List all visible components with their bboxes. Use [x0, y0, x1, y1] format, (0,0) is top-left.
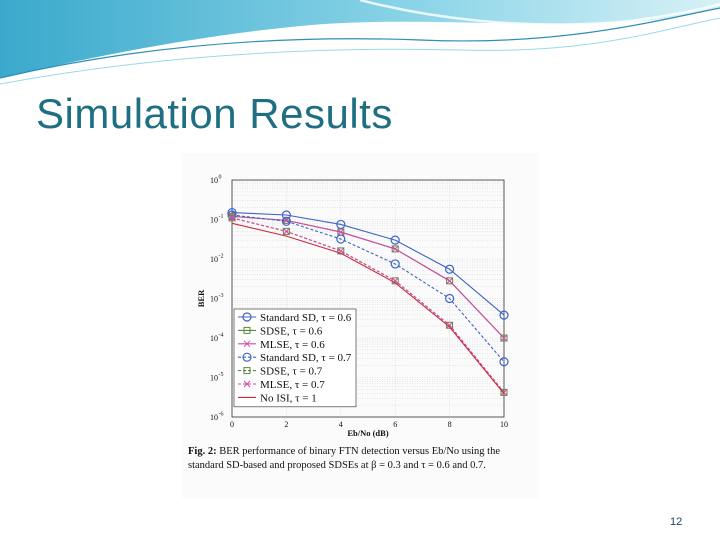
data-point [446, 277, 454, 285]
data-point [390, 259, 400, 269]
series-6 [231, 222, 505, 394]
data-point [281, 210, 292, 220]
data-point [390, 235, 400, 245]
data-point [391, 245, 399, 253]
y-tick-exponent: -3 [219, 293, 224, 299]
y-tick-label: 10 [210, 374, 218, 383]
legend-entry: MLSE, τ = 0.6 [238, 339, 325, 351]
data-point [445, 293, 455, 304]
data-point [499, 357, 509, 367]
data-point [391, 277, 399, 285]
legend-entry: MLSE, τ = 0.7 [238, 379, 325, 391]
legend-label: MLSE, τ = 0.6 [260, 339, 325, 351]
legend-entry: No ISI, τ = 1 [238, 392, 317, 404]
y-tick-exponent: -5 [219, 372, 224, 378]
caption-body: BER performance of binary FTN detection … [188, 446, 501, 471]
legend-marker [243, 367, 251, 375]
header-swoosh-decoration [0, 0, 720, 85]
legend-entry: Standard SD, τ = 0.6 [238, 312, 352, 324]
page-number: 12 [670, 516, 683, 528]
caption-lead: Fig. 2: [188, 446, 217, 457]
data-point [228, 214, 236, 222]
data-point [446, 321, 453, 329]
y-tick-label: 10 [210, 216, 218, 225]
y-tick-label: 10 [210, 255, 218, 264]
data-point [283, 228, 290, 235]
y-tick-exponent: -2 [219, 254, 224, 260]
data-point [446, 277, 453, 285]
x-tick-label: 4 [339, 420, 343, 429]
legend-marker [243, 326, 251, 334]
data-point [227, 210, 237, 220]
x-tick-label: 10 [500, 420, 508, 429]
legend-marker [242, 312, 252, 322]
data-point [500, 334, 508, 342]
legend-label: No ISI, τ = 1 [260, 392, 317, 404]
data-point [337, 228, 345, 236]
figure-caption: Fig. 2: BER performance of binary FTN de… [188, 445, 533, 473]
data-point [391, 245, 399, 253]
data-point [337, 247, 345, 255]
series-3 [227, 210, 509, 367]
y-tick-label: 10 [210, 334, 218, 343]
data-point [499, 310, 509, 320]
y-tick-exponent: -1 [219, 214, 224, 220]
data-point [446, 321, 454, 329]
legend-entry: SDSE, τ = 0.6 [238, 325, 323, 337]
y-tick-exponent: -6 [219, 412, 224, 418]
data-point [282, 227, 290, 235]
x-tick-label: 6 [393, 420, 397, 429]
legend-marker [242, 352, 252, 362]
data-point [500, 388, 508, 396]
data-point [500, 334, 508, 342]
series-0 [227, 207, 509, 320]
figure-panel: 0 2 4 6 8 10 10 0 10 -1 10 -2 10 -3 10 -4 10 -5 10 -6 Eb/N… [182, 153, 539, 498]
series-line [231, 222, 505, 394]
legend-box [233, 308, 357, 408]
data-point [445, 264, 455, 274]
x-tick-label: 2 [284, 420, 288, 429]
series-5 [228, 214, 508, 396]
data-point [336, 219, 346, 230]
series-line [231, 211, 505, 316]
x-tick-labels: 0 2 4 6 8 10 [230, 420, 508, 429]
series-line [231, 214, 505, 363]
y-axis-label: BER [196, 289, 206, 307]
y-tick-label: 10 [210, 176, 218, 185]
legend-label: Standard SD, τ = 0.7 [260, 352, 352, 364]
y-tick-label: 10 [210, 295, 218, 304]
chart-series [227, 207, 509, 396]
series-line [231, 217, 505, 393]
x-tick-label: 0 [230, 420, 234, 429]
x-tick-label: 8 [448, 420, 452, 429]
slide-title: Simulation Results [36, 90, 393, 137]
legend-marker [243, 380, 251, 388]
legend-entry: Standard SD, τ = 0.7 [238, 352, 352, 364]
y-tick-exponent: -4 [219, 333, 224, 339]
legend-marker [243, 340, 251, 348]
legend-label: SDSE, τ = 0.7 [260, 366, 323, 378]
legend-label: Standard SD, τ = 0.6 [260, 312, 352, 324]
plot-area-frame [231, 179, 505, 418]
y-tick-exponent: 0 [219, 175, 222, 181]
legend-label: MLSE, τ = 0.7 [260, 379, 325, 391]
legend-entry: SDSE, τ = 0.7 [238, 366, 323, 378]
legend-label: SDSE, τ = 0.6 [260, 325, 323, 337]
x-axis-label: Eb/No (dB) [347, 428, 388, 438]
data-point [336, 234, 346, 244]
data-point [228, 214, 236, 222]
y-tick-label: 10 [210, 413, 218, 422]
data-point [281, 216, 292, 226]
